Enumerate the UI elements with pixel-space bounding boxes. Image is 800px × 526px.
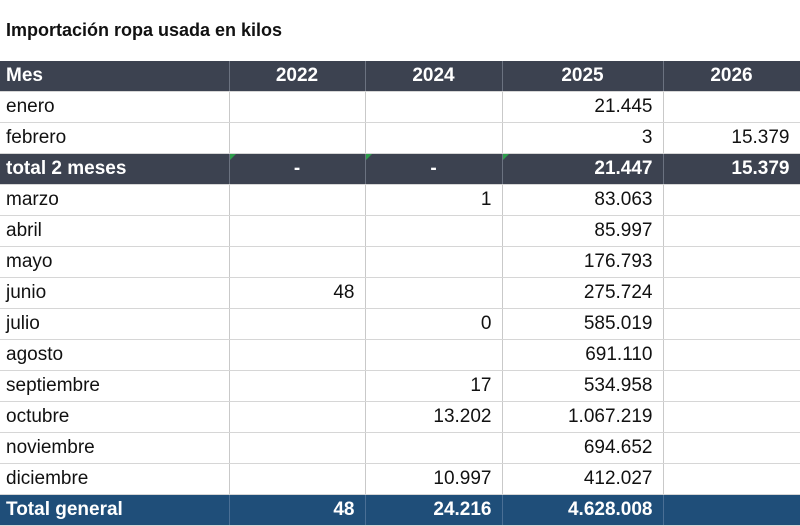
value-cell-2022[interactable]: [229, 122, 366, 154]
value-cell-2024[interactable]: 10.997: [365, 463, 503, 495]
value-cell-2024[interactable]: 1: [365, 184, 503, 216]
header-cell-2025[interactable]: 2025: [502, 61, 664, 92]
value-cell-2025[interactable]: 1.067.219: [502, 401, 664, 433]
table-row: febrero 3 15.379: [0, 122, 800, 154]
table-row: septiembre 17 534.958: [0, 370, 800, 402]
table-row: marzo 1 83.063: [0, 184, 800, 216]
month-cell[interactable]: noviembre: [0, 432, 230, 464]
header-cell-2024[interactable]: 2024: [365, 61, 503, 92]
value-cell-2024[interactable]: [365, 339, 503, 371]
month-cell[interactable]: enero: [0, 91, 230, 123]
table-row: noviembre 694.652: [0, 432, 800, 464]
value-cell-2022[interactable]: [229, 339, 366, 371]
value-cell-2026[interactable]: [663, 370, 800, 402]
value-cell-2026[interactable]: [663, 463, 800, 495]
table-row: julio 0 585.019: [0, 308, 800, 340]
grand-total-cell-2026[interactable]: [663, 494, 800, 526]
error-indicator-icon: [229, 154, 236, 160]
value-cell-2025[interactable]: 534.958: [502, 370, 664, 402]
grand-total-label-cell[interactable]: Total general: [0, 494, 230, 526]
value-cell-2025[interactable]: 21.445: [502, 91, 664, 123]
value-cell-2024[interactable]: [365, 246, 503, 278]
subtotal-row: total 2 meses - - 21.447 15.379: [0, 153, 800, 185]
month-cell[interactable]: mayo: [0, 246, 230, 278]
value-cell-2024[interactable]: 17: [365, 370, 503, 402]
value-cell-2022[interactable]: [229, 215, 366, 247]
header-row: Mes 2022 2024 2025 2026: [0, 61, 800, 92]
value-cell-2025[interactable]: 83.063: [502, 184, 664, 216]
month-cell[interactable]: abril: [0, 215, 230, 247]
value-cell-2022[interactable]: [229, 370, 366, 402]
subtotal-cell-2026[interactable]: 15.379: [663, 153, 800, 185]
value-cell-2024[interactable]: [365, 277, 503, 309]
value-cell-2022[interactable]: [229, 401, 366, 433]
value-cell-2024[interactable]: [365, 215, 503, 247]
subtotal-cell-2025[interactable]: 21.447: [502, 153, 664, 185]
month-cell[interactable]: diciembre: [0, 463, 230, 495]
subtotal-label-cell[interactable]: total 2 meses: [0, 153, 230, 185]
month-cell[interactable]: junio: [0, 277, 230, 309]
month-cell[interactable]: julio: [0, 308, 230, 340]
value-cell-2026[interactable]: [663, 277, 800, 309]
value-cell-2026[interactable]: [663, 91, 800, 123]
value-cell-2025[interactable]: 691.110: [502, 339, 664, 371]
subtotal-value: 21.447: [594, 158, 653, 179]
table-row: enero 21.445: [0, 91, 800, 123]
grand-total-cell-2024[interactable]: 24.216: [365, 494, 503, 526]
month-cell[interactable]: febrero: [0, 122, 230, 154]
table-row: abril 85.997: [0, 215, 800, 247]
table-row: mayo 176.793: [0, 246, 800, 278]
subtotal-value: -: [293, 158, 301, 179]
value-cell-2026[interactable]: [663, 339, 800, 371]
value-cell-2022[interactable]: [229, 91, 366, 123]
month-cell[interactable]: agosto: [0, 339, 230, 371]
subtotal-cell-2022[interactable]: -: [229, 153, 366, 185]
month-cell[interactable]: marzo: [0, 184, 230, 216]
value-cell-2024[interactable]: [365, 91, 503, 123]
value-cell-2025[interactable]: 3: [502, 122, 664, 154]
subtotal-value: -: [430, 158, 437, 179]
value-cell-2022[interactable]: [229, 432, 366, 464]
value-cell-2026[interactable]: [663, 401, 800, 433]
value-cell-2024[interactable]: [365, 122, 503, 154]
value-cell-2026[interactable]: 15.379: [663, 122, 800, 154]
table-row: agosto 691.110: [0, 339, 800, 371]
value-cell-2022[interactable]: [229, 246, 366, 278]
value-cell-2022[interactable]: [229, 463, 366, 495]
error-indicator-icon: [502, 154, 509, 160]
value-cell-2026[interactable]: [663, 246, 800, 278]
table-row: junio 48 275.724: [0, 277, 800, 309]
month-cell[interactable]: octubre: [0, 401, 230, 433]
value-cell-2026[interactable]: [663, 432, 800, 464]
value-cell-2026[interactable]: [663, 308, 800, 340]
header-cell-2022[interactable]: 2022: [229, 61, 366, 92]
value-cell-2025[interactable]: 412.027: [502, 463, 664, 495]
value-cell-2025[interactable]: 275.724: [502, 277, 664, 309]
grand-total-cell-2025[interactable]: 4.628.008: [502, 494, 664, 526]
value-cell-2025[interactable]: 585.019: [502, 308, 664, 340]
table-row: diciembre 10.997 412.027: [0, 463, 800, 495]
grand-total-cell-2022[interactable]: 48: [229, 494, 366, 526]
value-cell-2024[interactable]: [365, 432, 503, 464]
table-row: octubre 13.202 1.067.219: [0, 401, 800, 433]
value-cell-2024[interactable]: 0: [365, 308, 503, 340]
header-cell-2026[interactable]: 2026: [663, 61, 800, 92]
value-cell-2024[interactable]: 13.202: [365, 401, 503, 433]
subtotal-cell-2024[interactable]: -: [365, 153, 503, 185]
month-cell[interactable]: septiembre: [0, 370, 230, 402]
data-table: Mes 2022 2024 2025 2026 enero 21.445 feb…: [0, 61, 800, 526]
value-cell-2022[interactable]: [229, 184, 366, 216]
value-cell-2022[interactable]: 48: [229, 277, 366, 309]
value-cell-2022[interactable]: [229, 308, 366, 340]
value-cell-2026[interactable]: [663, 215, 800, 247]
sheet-title: Importación ropa usada en kilos: [6, 20, 283, 40]
value-cell-2026[interactable]: [663, 184, 800, 216]
value-cell-2025[interactable]: 694.652: [502, 432, 664, 464]
value-cell-2025[interactable]: 176.793: [502, 246, 664, 278]
header-cell-mes[interactable]: Mes: [0, 61, 230, 92]
grand-total-row: Total general 48 24.216 4.628.008: [0, 494, 800, 526]
error-indicator-icon: [365, 154, 372, 160]
value-cell-2025[interactable]: 85.997: [502, 215, 664, 247]
